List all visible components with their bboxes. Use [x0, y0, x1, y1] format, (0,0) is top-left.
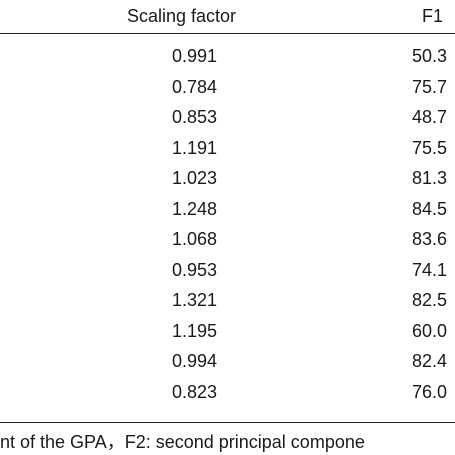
table-cell: 1.195	[172, 320, 218, 341]
table-cell: 0.784	[172, 76, 218, 97]
table-cell: 50.3	[412, 46, 448, 66]
table-cell: 83.6	[412, 229, 448, 249]
table-cell: 1.023	[172, 168, 218, 188]
table-cell: 1.248	[172, 198, 218, 219]
table-cell: 1.191	[172, 137, 218, 158]
table-cell: 82.4	[412, 351, 448, 371]
table-cell: 76.0	[412, 381, 448, 402]
table-cell: 0.853	[172, 107, 218, 127]
table-cell: 48.7	[412, 107, 448, 127]
table-cell: 81.3	[412, 168, 448, 188]
table-cell: 0.953	[172, 259, 218, 280]
table-cell: 84.5	[412, 198, 448, 219]
column-header: F1	[422, 6, 444, 26]
table-cell: 0.994	[172, 351, 218, 371]
table-cell: 82.5	[412, 290, 448, 310]
footnote: nt of the GPA，F2: second principal compo…	[0, 432, 365, 452]
table-cell: 75.7	[412, 76, 448, 97]
column-header: Scaling factor	[127, 6, 237, 26]
table-cell: 60.0	[412, 320, 448, 341]
table-cell: 0.991	[172, 46, 218, 66]
table-cell: 75.5	[412, 137, 448, 158]
table-cell: 1.321	[172, 290, 218, 310]
header-rule	[0, 33, 455, 34]
table-cell: 74.1	[412, 259, 448, 280]
table-cell: 0.823	[172, 381, 218, 402]
bottom-rule	[0, 422, 455, 423]
table-cell: 1.068	[172, 229, 218, 249]
